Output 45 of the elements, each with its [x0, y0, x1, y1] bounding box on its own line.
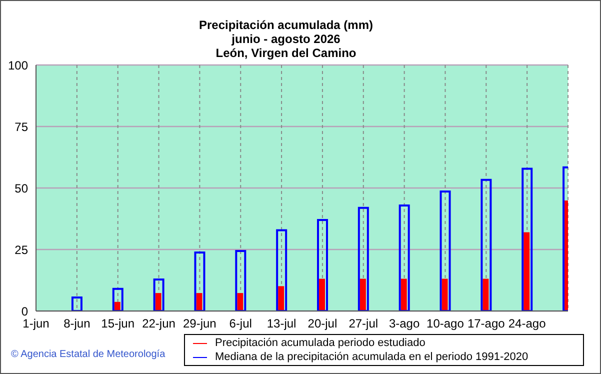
y-tick-label: 0	[21, 304, 28, 318]
legend-label: Mediana de la precipitación acumulada en el periodo 1991-2020	[215, 350, 528, 364]
text: © Agencia Estatal de Meteorología	[11, 349, 166, 360]
bar	[112, 288, 124, 311]
bar	[524, 232, 530, 311]
x-tick-label: 10-ago	[426, 316, 464, 331]
bar	[153, 278, 164, 311]
bar	[440, 190, 451, 311]
x-tick-label: 20-jul	[308, 316, 338, 331]
chart-subtitle: junio - agosto 2026 León, Virgen del Camino	[214, 32, 358, 60]
x-tick-label: 29-jun	[183, 316, 216, 331]
x-tick-label: 13-jul	[266, 316, 296, 331]
bar	[522, 168, 533, 311]
bar	[319, 278, 325, 311]
x-tick-label: 6-jul	[229, 316, 252, 331]
y-tick-label: 75	[14, 120, 28, 134]
x-tick-label: 15-jun	[101, 316, 135, 331]
bar	[400, 278, 407, 311]
bar	[442, 278, 448, 311]
bar	[71, 296, 82, 311]
bar	[398, 204, 410, 311]
bar	[235, 250, 246, 311]
x-tick-label: 8-jun	[64, 316, 90, 331]
y-tick-label: 25	[14, 242, 28, 257]
bar	[360, 278, 366, 311]
bar	[196, 293, 202, 311]
x-tick-label: 1-jun	[22, 316, 50, 331]
x-tick-label: 24-ago	[508, 316, 546, 331]
x-tick-label: 3-ago	[388, 316, 420, 331]
bar	[194, 251, 206, 311]
chart-title: Precipitación acumulada (mm)	[198, 18, 374, 32]
bar	[237, 293, 244, 311]
legend-label: Precipitación acumulada periodo estudiado	[215, 336, 426, 350]
x-tick-label: 22-jun	[142, 316, 176, 331]
y-tick-label: 50	[14, 181, 28, 196]
bar	[482, 278, 489, 311]
bar	[480, 178, 492, 311]
bar	[155, 293, 162, 311]
bar	[276, 229, 288, 311]
bar	[278, 286, 284, 311]
x-tick-label: 17-ago	[467, 316, 506, 331]
x-tick-label: 27-jul	[348, 316, 378, 331]
bar	[317, 218, 328, 311]
bar	[358, 206, 369, 311]
y-tick-label: 100	[8, 58, 28, 72]
